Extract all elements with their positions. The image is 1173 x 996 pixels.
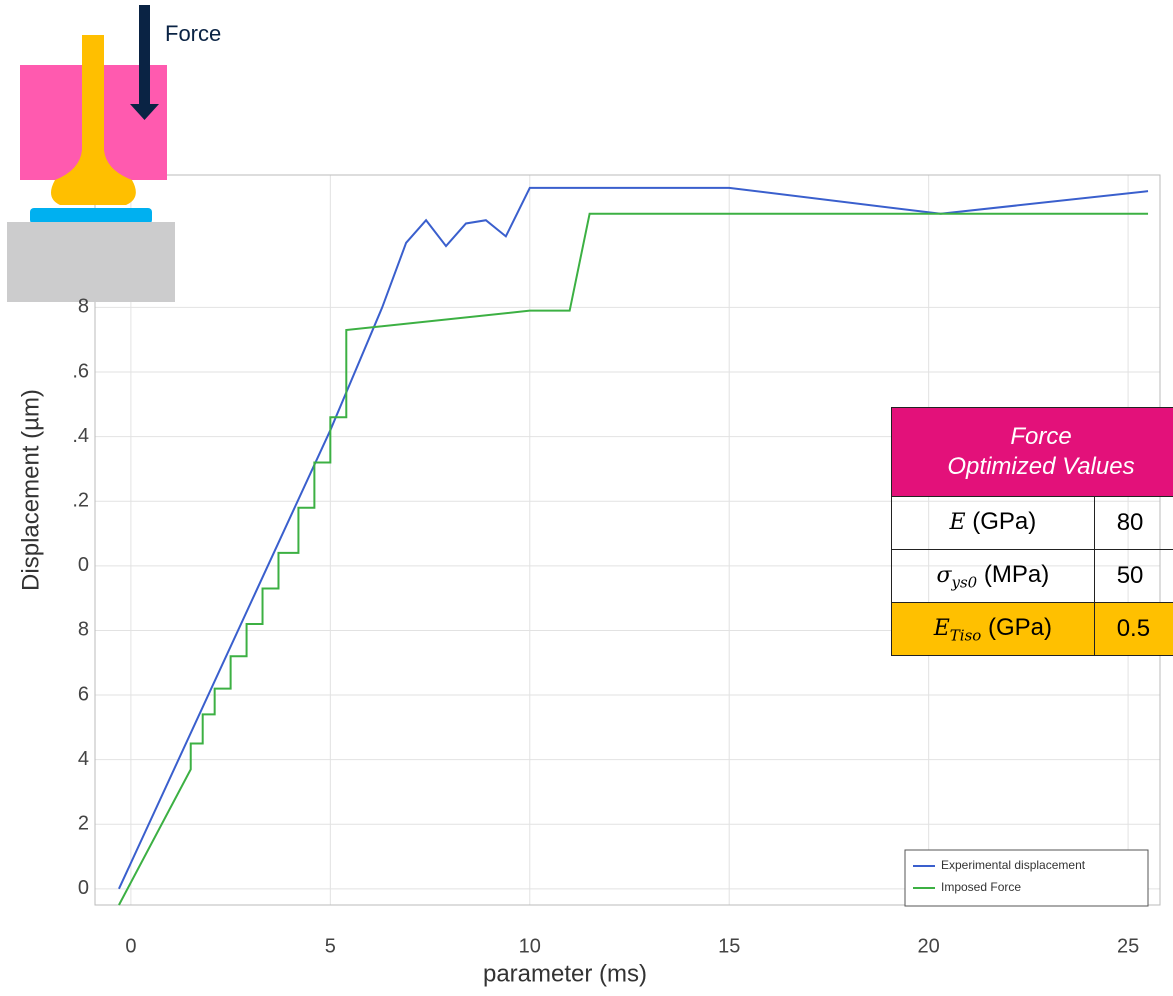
symbol-text: σ <box>936 562 952 588</box>
param-cell: σys0 (MPa) <box>891 549 1095 603</box>
legend-label: Imposed Force <box>941 880 1021 894</box>
force-arrow <box>139 5 150 107</box>
value-cell: 0.5 <box>1093 602 1173 656</box>
force-label: Force <box>165 21 221 46</box>
y-tick-label: .2 <box>72 490 89 512</box>
symbol-text: E <box>949 509 966 535</box>
param-cell: ETiso (GPa) <box>891 602 1095 656</box>
y-axis-label: Displacement (µm) <box>17 389 44 591</box>
param-cell: E (GPa) <box>891 496 1095 550</box>
header-line: Optimized Values <box>947 453 1135 480</box>
y-tick-label: 6 <box>78 683 89 705</box>
x-tick-label: 5 <box>325 935 336 957</box>
header-line: Force <box>1010 423 1072 450</box>
y-tick-label: 0 <box>78 877 89 899</box>
table-header: Force Optimized Values <box>891 407 1173 497</box>
legend-box <box>904 849 1149 907</box>
force-diagram: Force <box>7 5 221 302</box>
y-tick-label: 2 <box>78 813 89 835</box>
series-line <box>118 186 1149 890</box>
value-cell: 50 <box>1093 549 1173 603</box>
y-tick-label: 8 <box>78 619 89 641</box>
unit: (MPa) <box>983 560 1050 588</box>
x-tick-label: 20 <box>918 935 940 957</box>
pad <box>30 208 152 224</box>
symbol: σys0 <box>936 562 978 592</box>
x-tick-label: 15 <box>718 935 740 957</box>
symbol: E <box>949 510 965 535</box>
subscript: Tiso <box>949 626 982 645</box>
force-arrow-head <box>130 104 159 120</box>
wire <box>82 35 104 175</box>
y-tick-label: 4 <box>78 748 89 770</box>
subscript: ys0 <box>951 573 978 592</box>
x-tick-label: 25 <box>1117 935 1139 957</box>
x-axis-label: parameter (ms) <box>483 960 647 987</box>
substrate <box>7 222 175 302</box>
x-tick-label: 0 <box>125 935 136 957</box>
table: Force Optimized Values E (GPa) 80 σys0 (MP… <box>891 407 1173 656</box>
y-tick-label: .4 <box>72 425 89 447</box>
legend-label: Experimental displacement <box>941 858 1086 872</box>
x-tick-label: 10 <box>519 935 541 957</box>
value-cell: 80 <box>1093 496 1173 550</box>
y-tick-label: .6 <box>72 360 89 382</box>
y-tick-label: 8 <box>78 296 89 318</box>
unit: (GPa) <box>972 507 1037 535</box>
legend: Experimental displacement Imposed Force <box>904 849 1149 907</box>
symbol-text: E <box>933 615 950 641</box>
optimized-table: Force Optimized Values E (GPa) 80 σys0 (MP… <box>891 407 1173 656</box>
y-tick-label: 0 <box>78 554 89 576</box>
series-line <box>118 212 1149 906</box>
ball-bond <box>51 150 136 205</box>
symbol: ETiso <box>933 615 982 645</box>
unit: (GPa) <box>987 613 1052 641</box>
